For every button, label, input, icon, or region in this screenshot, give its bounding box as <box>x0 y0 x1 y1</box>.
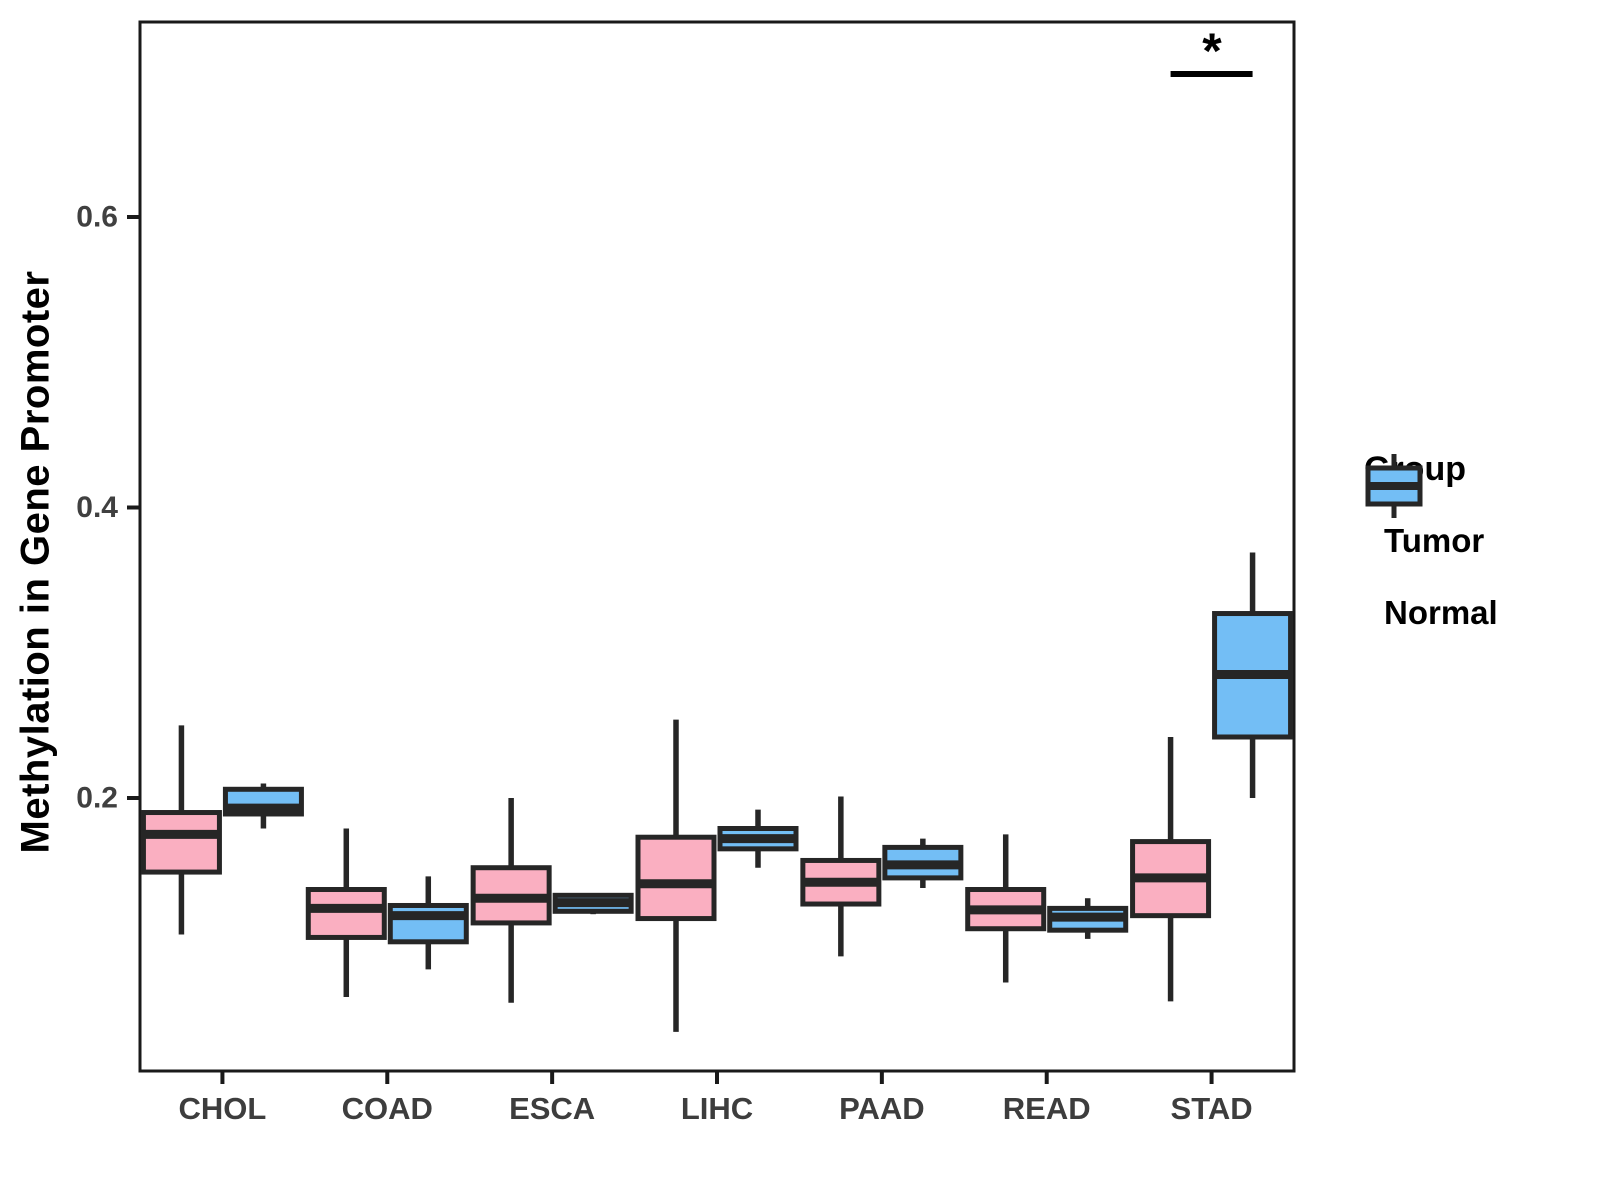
x-tick-label-STAD: STAD <box>1171 1091 1253 1126</box>
box-COAD-tumor <box>305 887 387 940</box>
x-tick-label-PAAD: PAAD <box>839 1091 925 1126</box>
boxplot-swatch-icon <box>1365 454 1423 518</box>
legend-item-label: Tumor <box>1384 522 1485 559</box>
x-tick-label-LIHC: LIHC <box>681 1091 753 1126</box>
x-tick-label-READ: READ <box>1003 1091 1091 1126</box>
x-tick-label-CHOL: CHOL <box>179 1091 267 1126</box>
legend: Group Tumor Normal <box>1362 450 1498 649</box>
y-tick-label-0.4: 0.4 <box>76 491 118 524</box>
significance-asterisk: * <box>1202 23 1222 79</box>
x-tick-label-ESCA: ESCA <box>509 1091 595 1126</box>
y-tick-label-0.6: 0.6 <box>76 201 118 234</box>
y-axis-title: Methylation in Gene Promoter <box>13 270 58 854</box>
box-LIHC-tumor <box>635 834 717 922</box>
y-tick-label-0.2: 0.2 <box>76 782 118 815</box>
x-tick-label-COAD: COAD <box>342 1091 433 1126</box>
legend-item-normal: Normal <box>1362 454 1498 649</box>
legend-item-label: Normal <box>1384 594 1498 631</box>
box-CHOL-tumor <box>140 810 222 875</box>
box-COAD-normal <box>387 902 469 945</box>
